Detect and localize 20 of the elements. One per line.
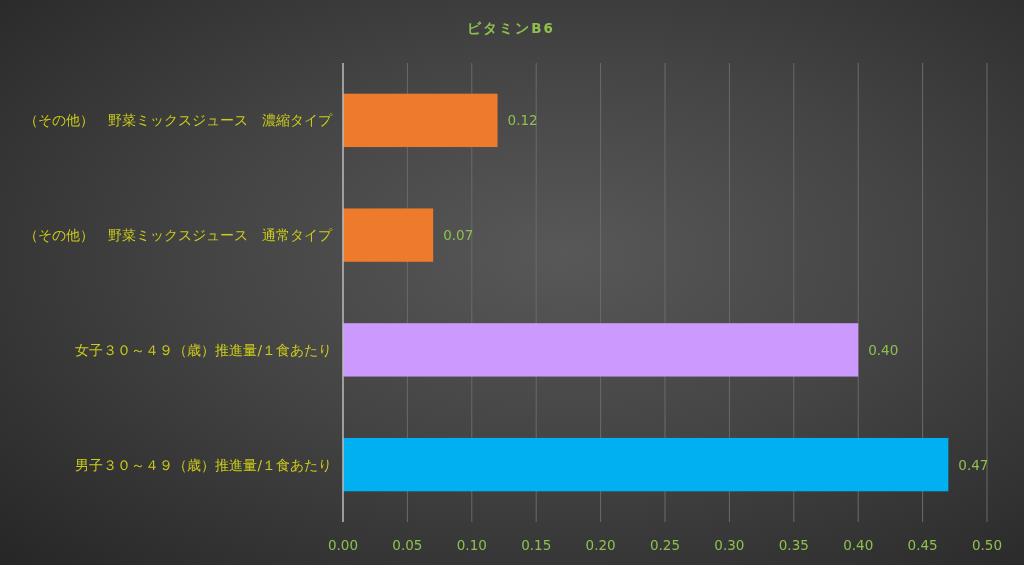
x-tick-label: 0.45 [907,537,938,553]
x-tick-label: 0.00 [327,537,359,553]
y-tick-label: （その他） 野菜ミックスジュース 濃縮タイプ [24,112,333,129]
x-tick-label: 0.30 [714,537,745,553]
x-tick-label: 0.50 [971,537,1003,553]
y-tick-label: （その他） 野菜ミックスジュース 通常タイプ [24,227,333,244]
y-tick-label: 男子３０～４９（歳）推進量/１食あたり [75,456,332,473]
x-tick-label: 0.35 [778,537,809,553]
chart-title: ビタミンB6 [467,20,555,36]
x-tick-label: 0.25 [649,537,681,553]
x-tick-label: 0.20 [585,537,616,553]
y-tick-label: 女子３０～４９（歳）推進量/１食あたり [75,341,332,358]
data-label: 0.12 [507,112,538,129]
data-label: 0.07 [443,227,474,244]
x-tick-label: 0.10 [456,537,487,553]
x-tick-label: 0.40 [843,537,874,553]
x-tick-label: 0.05 [392,537,423,553]
x-tick-label: 0.15 [521,537,552,553]
data-label: 0.40 [868,341,899,358]
data-label: 0.47 [958,456,989,473]
